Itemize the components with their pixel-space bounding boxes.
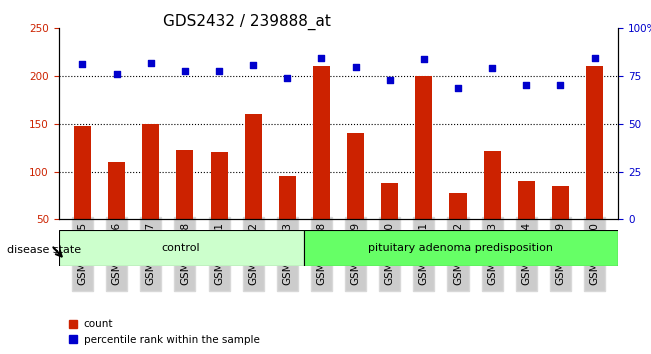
Bar [347, 133, 364, 267]
Text: GDS2432 / 239888_at: GDS2432 / 239888_at [163, 14, 331, 30]
Point [453, 85, 464, 90]
FancyBboxPatch shape [303, 230, 618, 266]
Bar [415, 76, 432, 267]
Point [248, 62, 258, 68]
Bar [586, 65, 603, 267]
Point [316, 55, 327, 61]
Point [214, 69, 224, 74]
Point [385, 77, 395, 83]
Bar [245, 114, 262, 267]
Bar [210, 152, 228, 267]
Bar [142, 124, 159, 267]
Bar [108, 162, 125, 267]
Point [180, 69, 190, 74]
Bar [313, 65, 330, 267]
Bar [279, 176, 296, 267]
Point [77, 61, 88, 67]
Point [350, 64, 361, 69]
Point [111, 72, 122, 77]
Bar [74, 126, 91, 267]
Bar [176, 150, 193, 267]
Point [282, 75, 292, 81]
Bar [484, 151, 501, 267]
Bar [381, 183, 398, 267]
Bar [449, 193, 467, 267]
Point [589, 55, 600, 61]
Text: pituitary adenoma predisposition: pituitary adenoma predisposition [368, 243, 553, 253]
Text: disease state: disease state [7, 245, 81, 255]
Point [555, 82, 566, 87]
Bar [552, 186, 569, 267]
Point [487, 65, 497, 71]
Bar [518, 181, 535, 267]
Text: control: control [161, 243, 201, 253]
Legend: count, percentile rank within the sample: count, percentile rank within the sample [64, 315, 264, 349]
FancyBboxPatch shape [59, 230, 303, 266]
Point [521, 82, 531, 87]
Point [146, 60, 156, 65]
Point [419, 56, 429, 62]
